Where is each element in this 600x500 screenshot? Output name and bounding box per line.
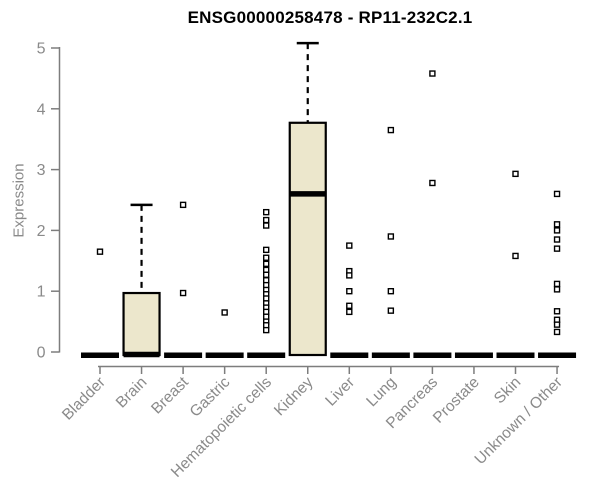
collapsed-box [247, 352, 286, 358]
outlier-point [429, 179, 436, 187]
outlier-point [387, 233, 395, 240]
collapsed-box [330, 352, 369, 358]
collapsed-box [205, 352, 244, 358]
y-tick-label: 1 [37, 284, 46, 301]
y-tick-label: 3 [37, 162, 46, 179]
outlier-point [553, 190, 561, 198]
outlier-point [387, 307, 395, 314]
outlier-point [263, 271, 270, 278]
box [288, 121, 327, 357]
outlier-point [553, 221, 561, 228]
outlier-point [179, 289, 187, 297]
collapsed-box [164, 352, 203, 358]
x-tick-label: Skin [491, 374, 524, 407]
outlier-point [346, 242, 353, 249]
collapsed-box [81, 352, 119, 358]
outlier-point [346, 308, 353, 316]
x-tick-label: Brain [113, 374, 151, 412]
y-tick-label: 2 [37, 223, 46, 240]
collapsed-box [454, 352, 493, 358]
outlier-point [553, 280, 561, 288]
box [122, 291, 161, 357]
outlier-point [512, 170, 519, 178]
outlier-point [263, 326, 270, 334]
x-tick-label: Breast [148, 373, 192, 417]
outlier-point [346, 302, 353, 309]
outlier-point [553, 236, 561, 243]
outlier-point [387, 288, 395, 295]
outlier-point [512, 252, 519, 260]
outlier-point [553, 308, 561, 315]
outlier-point [346, 272, 353, 279]
outlier-point [96, 248, 104, 255]
collapsed-box [371, 352, 410, 358]
y-tick-label: 4 [37, 101, 46, 118]
y-tick-label: 5 [37, 41, 46, 58]
x-tick-label: Bladder [59, 374, 109, 424]
x-tick-label: Kidney [271, 374, 317, 420]
outlier-point [387, 126, 395, 134]
collapsed-box [413, 352, 452, 358]
y-tick-label: 0 [37, 345, 46, 362]
outlier-point [263, 222, 270, 229]
outlier-point [553, 321, 561, 328]
outlier-point [553, 286, 561, 293]
outlier-point [553, 227, 561, 234]
outlier-point [553, 328, 561, 336]
outlier-point [553, 245, 561, 252]
x-tick-label: Liver [322, 374, 358, 410]
outlier-point [263, 208, 270, 216]
outlier-point [346, 288, 353, 295]
outlier-point [263, 254, 270, 261]
outlier-point [263, 246, 270, 254]
outlier-point [263, 216, 270, 224]
outlier-point [179, 201, 187, 209]
chart-title: ENSG00000258478 - RP11-232C2.1 [187, 8, 473, 27]
collapsed-box [496, 352, 535, 358]
outlier-point [429, 70, 436, 77]
outlier-point [263, 260, 270, 268]
x-tick-label: Prostate [430, 374, 483, 427]
collapsed-box [538, 352, 577, 358]
outlier-point [221, 309, 228, 316]
x-tick-label: Lung [363, 374, 399, 410]
